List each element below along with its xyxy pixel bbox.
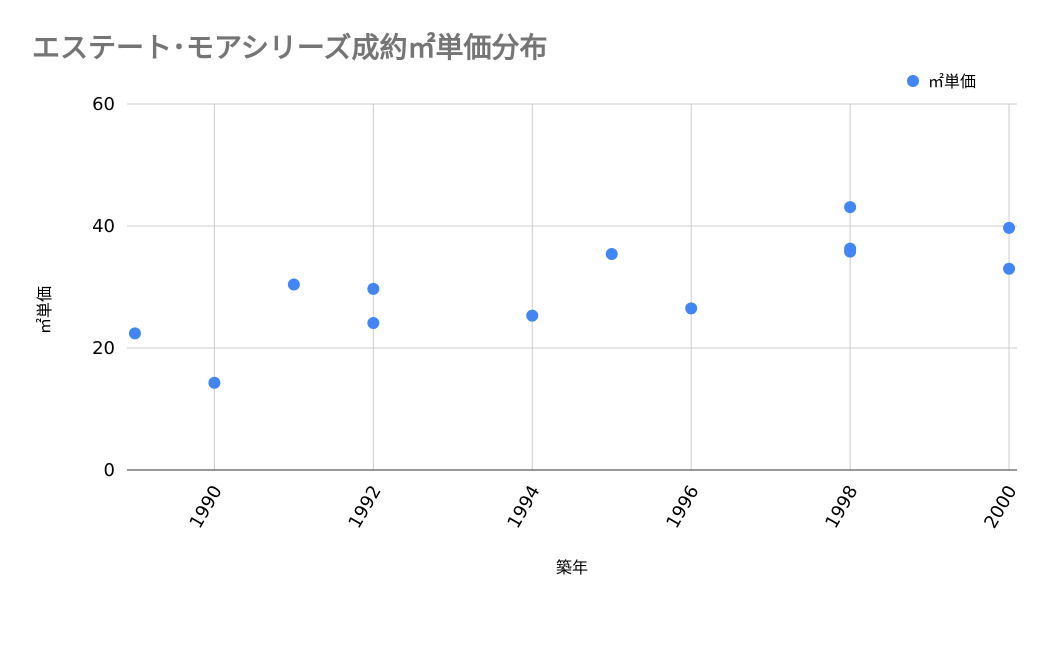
y-tick-label: 40 xyxy=(92,216,115,237)
x-axis-label: 築年 xyxy=(556,558,588,577)
y-axis-ticks: 0 20 40 60 xyxy=(92,94,115,481)
legend-marker xyxy=(907,75,919,87)
y-tick-label: 0 xyxy=(104,460,115,481)
data-point xyxy=(208,376,221,389)
data-points xyxy=(128,201,1016,389)
y-tick-label: 60 xyxy=(92,94,115,115)
legend-label: ㎡単価 xyxy=(928,72,976,91)
data-point xyxy=(287,278,300,291)
x-tick-label: 1996 xyxy=(662,482,703,532)
y-axis-label: ㎡単価 xyxy=(35,286,54,334)
data-point xyxy=(367,316,380,329)
x-tick-label: 1992 xyxy=(345,482,386,532)
data-point xyxy=(844,201,857,214)
data-point xyxy=(605,248,618,261)
grid xyxy=(127,103,1017,471)
x-tick-label: 1994 xyxy=(504,482,545,532)
x-tick-label: 1990 xyxy=(186,482,227,532)
y-tick-label: 20 xyxy=(92,338,115,359)
data-point xyxy=(844,245,857,258)
legend: ㎡単価 xyxy=(907,72,976,91)
data-point xyxy=(1003,262,1016,275)
data-point xyxy=(128,327,141,340)
x-axis-ticks: 1990 1992 1994 1996 1998 2000 xyxy=(186,482,1022,532)
data-point xyxy=(367,282,380,295)
data-point xyxy=(685,302,698,315)
x-tick-label: 1998 xyxy=(821,482,862,532)
data-point xyxy=(526,309,539,322)
x-tick-label: 2000 xyxy=(980,482,1021,532)
data-point xyxy=(1003,221,1016,234)
chart-title: エステート･モアシリーズ成約㎡単価分布 xyxy=(32,31,547,64)
